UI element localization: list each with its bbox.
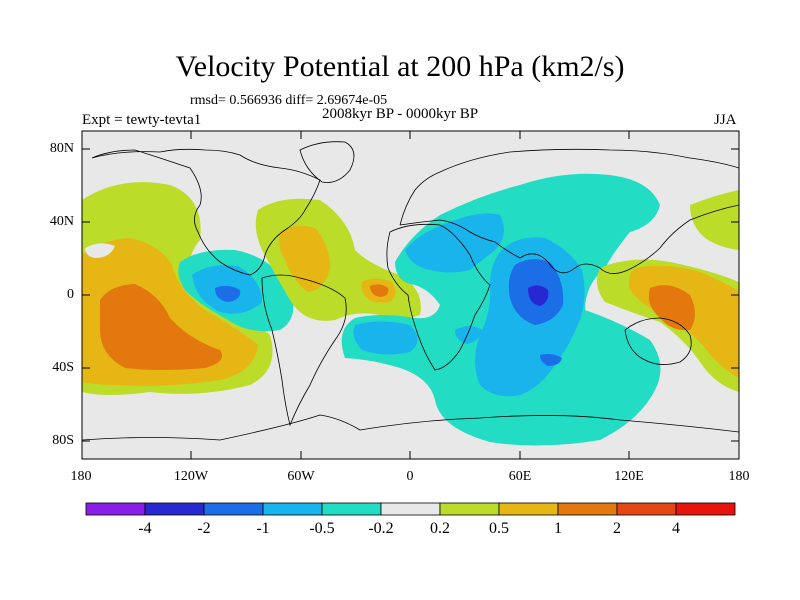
colorbar-label: 1 <box>554 520 562 537</box>
lat-label-80s: 80S <box>52 433 74 448</box>
lat-label-40n: 40N <box>49 214 74 229</box>
colorbar-box-9 <box>616 502 677 516</box>
season-label: JJA <box>714 112 737 128</box>
atlantic-positive-field <box>255 198 421 321</box>
colorbar-box-8 <box>557 502 618 516</box>
colorbar-box-7 <box>498 502 559 516</box>
lat-label-eq: 0 <box>67 287 74 302</box>
lon-label-180e: 180 <box>728 469 750 484</box>
lon-label-120w: 120W <box>173 469 209 484</box>
antarctica-coast <box>82 414 739 441</box>
west-pacific-positive-field <box>596 190 739 392</box>
coastlines <box>82 141 739 441</box>
colorbar-box-4 <box>321 502 382 516</box>
colorbar-box-3 <box>262 502 323 516</box>
colorbar-box-5 <box>380 502 441 516</box>
period-label: 2008kyr BP - 0000kyr BP <box>322 106 479 122</box>
colorbar-label: 0.5 <box>489 520 509 537</box>
colorbar-label: -1 <box>256 520 270 537</box>
north-america-coast <box>91 148 321 276</box>
colorbar-label: -2 <box>197 520 211 537</box>
colorbar-box-10 <box>675 502 736 516</box>
south-america-coast <box>261 274 347 427</box>
greenland-coast <box>299 141 355 183</box>
colorbar-label: -0.2 <box>368 520 394 537</box>
contour-fields <box>82 173 739 446</box>
lon-label-60e: 60E <box>508 469 532 484</box>
colorbar-label: -0.5 <box>309 520 335 537</box>
pacific-positive-field <box>82 182 273 395</box>
eurasia-coast <box>399 148 739 274</box>
colorbar-box-6 <box>439 502 500 516</box>
lon-label-60w: 60W <box>287 469 315 484</box>
colorbar-label: 4 <box>672 520 680 537</box>
colorbar-box-2 <box>203 502 264 516</box>
plot-title: Velocity Potential at 200 hPa (km2/s) <box>175 50 625 83</box>
stats-line: rmsd= 0.566936 diff= 2.69674e-05 <box>190 93 388 108</box>
africa-coast <box>386 223 491 371</box>
australia-coast <box>624 317 692 365</box>
indian-ocean-negative-field <box>341 173 661 446</box>
axis-ticks <box>81 131 740 459</box>
colorbar-box-0 <box>85 502 146 516</box>
colorbar-label: -4 <box>138 520 152 537</box>
lat-label-40s: 40S <box>52 360 74 375</box>
colorbar-label: 0.2 <box>430 520 450 537</box>
colorbar <box>85 502 736 516</box>
lat-label-80n: 80N <box>49 141 74 156</box>
lon-label-180w: 180 <box>70 469 92 484</box>
lon-label-0: 0 <box>406 469 414 484</box>
lon-label-120e: 120E <box>614 469 644 484</box>
experiment-label: Expt = tewty-tevta1 <box>82 112 202 128</box>
colorbar-label: 2 <box>613 520 621 537</box>
east-pacific-negative-field <box>178 249 294 332</box>
colorbar-box-1 <box>144 502 205 516</box>
